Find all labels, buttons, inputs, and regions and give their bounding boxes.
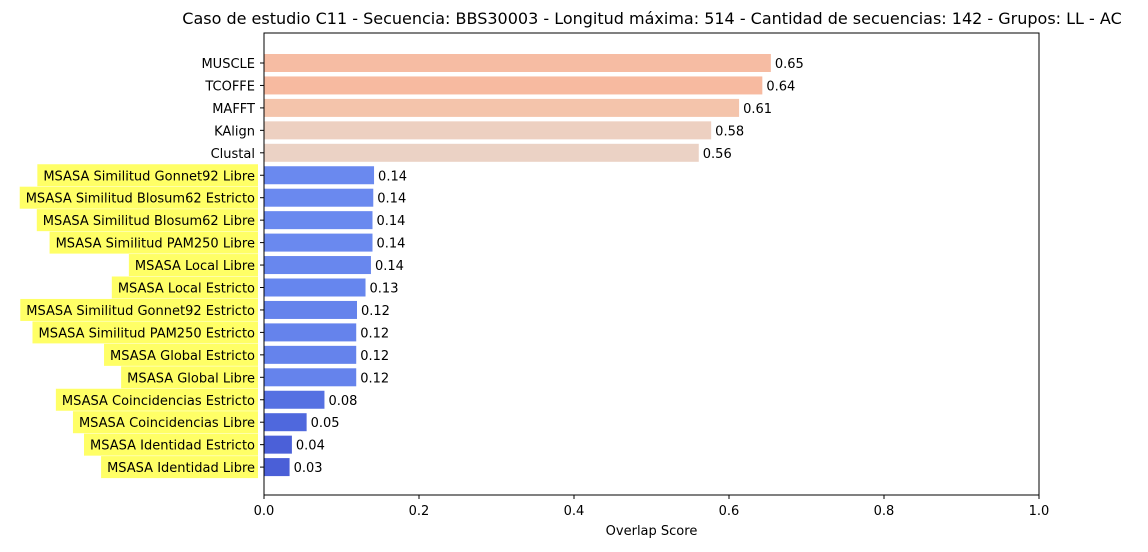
data-label: 0.12: [360, 349, 389, 364]
x-axis-label: Overlap Score: [606, 524, 698, 539]
data-label: 0.05: [311, 416, 340, 431]
bar: [264, 233, 373, 252]
label-highlight: [121, 366, 258, 389]
data-label: 0.14: [377, 214, 406, 229]
y-tick-label: MSASA Local Libre: [135, 259, 255, 274]
y-tick-label: MSASA Similitud Gonnet92 Libre: [43, 169, 255, 184]
y-tick-label: MSASA Global Estricto: [110, 349, 255, 364]
data-label: 0.12: [360, 371, 389, 386]
bars: [264, 54, 771, 477]
data-label: 0.65: [775, 57, 804, 72]
y-tick-label: MUSCLE: [201, 57, 255, 72]
chart-title: Caso de estudio C11 - Secuencia: BBS3000…: [182, 9, 1121, 28]
bar: [264, 345, 357, 364]
y-tick-label: MSASA Identidad Libre: [107, 461, 255, 476]
data-label: 0.64: [766, 79, 795, 94]
bar: [264, 76, 763, 95]
bar: [264, 368, 357, 387]
y-tick-label: MSASA Similitud PAM250 Estricto: [38, 326, 255, 341]
data-label: 0.12: [361, 304, 390, 319]
data-label: 0.61: [743, 102, 772, 117]
label-highlight: [37, 164, 258, 187]
label-highlights: [19, 164, 258, 479]
y-tick-label: MSASA Similitud Blosum62 Estricto: [26, 192, 255, 207]
label-highlight: [104, 343, 258, 366]
y-tick-label: MSASA Global Libre: [127, 371, 255, 386]
label-highlight: [19, 186, 258, 209]
bar: [264, 413, 307, 432]
label-highlight: [72, 411, 258, 434]
y-tick-label: MSASA Coincidencias Libre: [79, 416, 255, 431]
label-highlight: [20, 298, 258, 321]
y-tick-label: MAFFT: [212, 102, 255, 117]
bar: [264, 300, 357, 319]
data-label: 0.14: [378, 169, 407, 184]
y-tick-label: MSASA Similitud Gonnet92 Estricto: [26, 304, 255, 319]
label-highlight: [84, 433, 258, 456]
bar: [264, 211, 373, 230]
y-tick-label: MSASA Coincidencias Estricto: [62, 394, 255, 409]
data-label: 0.58: [715, 124, 744, 139]
bar: [264, 143, 699, 162]
x-tick-label: 1.0: [1029, 504, 1050, 519]
y-tick-label: MSASA Similitud Blosum62 Libre: [43, 214, 255, 229]
label-highlight: [36, 209, 258, 232]
label-highlight: [32, 321, 258, 344]
value-labels: 0.65 0.64 0.61 0.58 0.56 0.14 0.14 0.14 0.14 0.14…: [294, 57, 804, 476]
y-axis-tick-labels: MUSCLE TCOFFE MAFFT KAlign Clustal MSASA Simi…: [26, 57, 264, 476]
y-tick-label: TCOFFE: [204, 79, 255, 94]
bar: [264, 458, 290, 477]
data-label: 0.13: [370, 282, 399, 297]
bar: [264, 121, 712, 140]
data-label: 0.14: [377, 237, 406, 252]
data-label: 0.14: [375, 259, 404, 274]
data-label: 0.14: [377, 192, 406, 207]
data-label: 0.56: [703, 147, 732, 162]
bar: [264, 98, 740, 117]
y-tick-label: Clustal: [211, 147, 255, 162]
bar: [264, 435, 292, 454]
bar: [264, 256, 371, 275]
x-tick-label: 0.6: [719, 504, 740, 519]
data-label: 0.12: [360, 326, 389, 341]
y-tick-label: MSASA Similitud PAM250 Libre: [56, 237, 255, 252]
y-tick-label: KAlign: [214, 124, 255, 139]
x-tick-label: 0.8: [874, 504, 895, 519]
x-tick-label: 0.2: [409, 504, 430, 519]
label-highlight: [101, 456, 258, 479]
x-tick-label: 0.0: [254, 504, 275, 519]
bar: [264, 166, 375, 185]
data-label: 0.03: [294, 461, 323, 476]
y-tick-label: MSASA Identidad Estricto: [90, 439, 255, 454]
label-highlight: [49, 231, 258, 254]
bar: [264, 54, 771, 72]
data-label: 0.04: [296, 439, 325, 454]
bar: [264, 390, 325, 409]
x-axis: 0.0 0.2 0.4 0.6 0.8 1.0: [254, 495, 1050, 519]
data-label: 0.08: [328, 394, 357, 409]
label-highlight: [55, 388, 258, 411]
label-highlight: [128, 254, 258, 277]
bar: [264, 323, 357, 342]
plot-frame: [263, 32, 1040, 496]
label-highlight: [111, 276, 258, 299]
y-tick-label: MSASA Local Estricto: [118, 282, 255, 297]
bar: [264, 188, 374, 207]
bar: [264, 278, 366, 297]
x-tick-label: 0.4: [564, 504, 585, 519]
